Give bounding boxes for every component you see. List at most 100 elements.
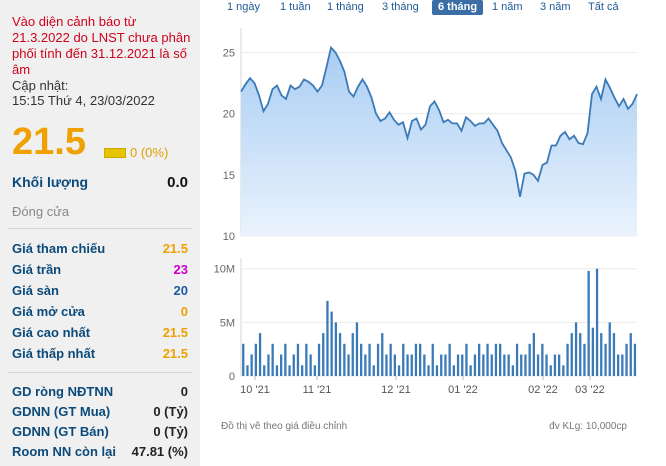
volume-bar <box>621 354 624 376</box>
volume-bar <box>532 333 535 376</box>
volume-bar <box>275 365 279 376</box>
foreign-value: 47.81 (%) <box>131 444 188 459</box>
foreign-label: GD ròng NĐTNN <box>12 384 114 399</box>
volume-bar <box>258 333 262 376</box>
volume-bar <box>452 365 455 376</box>
volume-bar <box>402 343 405 376</box>
volume-bar <box>343 343 346 376</box>
volume-bar <box>313 365 316 376</box>
volume-bar <box>364 354 367 376</box>
volume-bar <box>376 343 380 376</box>
volume-bar <box>562 365 565 376</box>
volume-bar <box>410 354 413 376</box>
stat-value: 23 <box>173 262 188 277</box>
volume-bar <box>591 327 594 376</box>
volume-bar <box>423 354 426 376</box>
volume-bar <box>338 333 342 376</box>
stat-label: Giá sàn <box>12 283 59 298</box>
volume-bar <box>524 354 527 376</box>
volume-bar <box>427 365 430 376</box>
volume-bar <box>625 343 628 376</box>
volume-bar <box>617 354 620 376</box>
volume-bar <box>254 343 257 376</box>
volume-bar <box>355 322 359 376</box>
tab-period[interactable]: Tất cả <box>588 1 619 13</box>
volume-bar <box>435 365 439 376</box>
warning-text: Vào diện cảnh báo từ 21.3.2022 do LNST c… <box>12 14 191 77</box>
volume-bar <box>385 354 388 376</box>
volume-bar <box>296 343 300 376</box>
change-indicator-icon <box>104 148 126 158</box>
volume-bar <box>393 354 396 376</box>
stat-value: 0 <box>180 304 188 319</box>
volume-bar <box>271 343 274 376</box>
volume-bar <box>334 322 337 376</box>
stat-label: Giá thấp nhất <box>12 346 96 361</box>
volume-bar <box>549 365 552 376</box>
price-tick-label: 10 <box>223 231 235 243</box>
stock-info-panel: Vào diện cảnh báo từ 21.3.2022 do LNST c… <box>0 0 200 466</box>
tab-period[interactable]: 3 tháng <box>382 1 419 13</box>
x-tick-label: 10 '21 <box>240 384 270 396</box>
volume-bar <box>465 343 468 376</box>
volume-bar <box>574 322 578 376</box>
foreign-label: GDNN (GT Mua) <box>12 404 111 419</box>
price-tick-label: 25 <box>223 47 235 59</box>
tab-period[interactable]: 1 tháng <box>327 1 364 13</box>
volume-bar <box>288 365 291 376</box>
volume-label: Khối lượng <box>12 174 89 190</box>
volume-bar <box>267 354 270 376</box>
price-change: 0 (0%) <box>130 145 169 160</box>
volume-bar <box>456 354 460 376</box>
divider <box>8 228 192 229</box>
tab-period[interactable]: 6 tháng <box>432 0 484 15</box>
volume-bar <box>553 354 557 376</box>
x-tick-label: 11 '21 <box>303 384 332 396</box>
chart-footnote: Đồ thị vẽ theo giá điều chỉnh <box>221 420 347 432</box>
volume-bar <box>389 343 392 376</box>
price-tick-label: 20 <box>223 109 235 121</box>
updated-time: 15:15 Thứ 4, 23/03/2022 <box>12 93 155 108</box>
volume-bar <box>566 343 569 376</box>
volume-bar <box>246 365 249 376</box>
volume-bar <box>301 365 304 376</box>
price-line <box>240 45 638 197</box>
volume-bar <box>520 354 523 376</box>
volume-bar <box>536 354 540 376</box>
volume-bar <box>558 354 561 376</box>
volume-bar <box>515 343 519 376</box>
volume-bar <box>600 333 603 376</box>
tab-period[interactable]: 1 ngày <box>227 1 261 13</box>
tab-period[interactable]: 1 năm <box>492 1 523 13</box>
volume-unit-note: đv KLg: 10,000cp <box>549 421 627 432</box>
volume-bar <box>490 354 493 376</box>
volume-bar <box>280 354 283 376</box>
x-tick-label: 02 '22 <box>528 384 558 396</box>
volume-bar <box>608 322 611 376</box>
volume-bar <box>583 343 586 376</box>
stat-value: 21.5 <box>162 325 188 340</box>
tab-period[interactable]: 3 năm <box>540 1 571 13</box>
volume-bar <box>507 354 510 376</box>
x-tick-label: 12 '21 <box>381 384 411 396</box>
volume-bar <box>604 343 607 376</box>
volume-bar <box>545 354 548 376</box>
volume-bar <box>629 333 632 376</box>
volume-bar <box>440 354 443 376</box>
price-area <box>241 47 637 236</box>
period-tabs: 1 ngày 1 tuần 1 tháng 3 tháng 6 tháng 1 năm 3 … <box>222 0 662 16</box>
volume-bar <box>419 343 422 376</box>
volume-bar <box>541 343 544 376</box>
stat-value: 21.5 <box>162 346 188 361</box>
volume-bar <box>473 354 477 376</box>
stat-label: Giá trần <box>12 262 62 277</box>
volume-bar <box>633 343 637 376</box>
volume-bar <box>478 343 481 376</box>
tab-period[interactable]: 1 tuần <box>280 1 311 13</box>
volume-tick-label: 5M <box>220 317 235 329</box>
volume-bar <box>263 365 266 376</box>
volume-bar <box>486 343 489 376</box>
volume-bar <box>284 343 287 376</box>
volume-bar <box>397 365 401 376</box>
stat-value: 20 <box>173 283 188 298</box>
